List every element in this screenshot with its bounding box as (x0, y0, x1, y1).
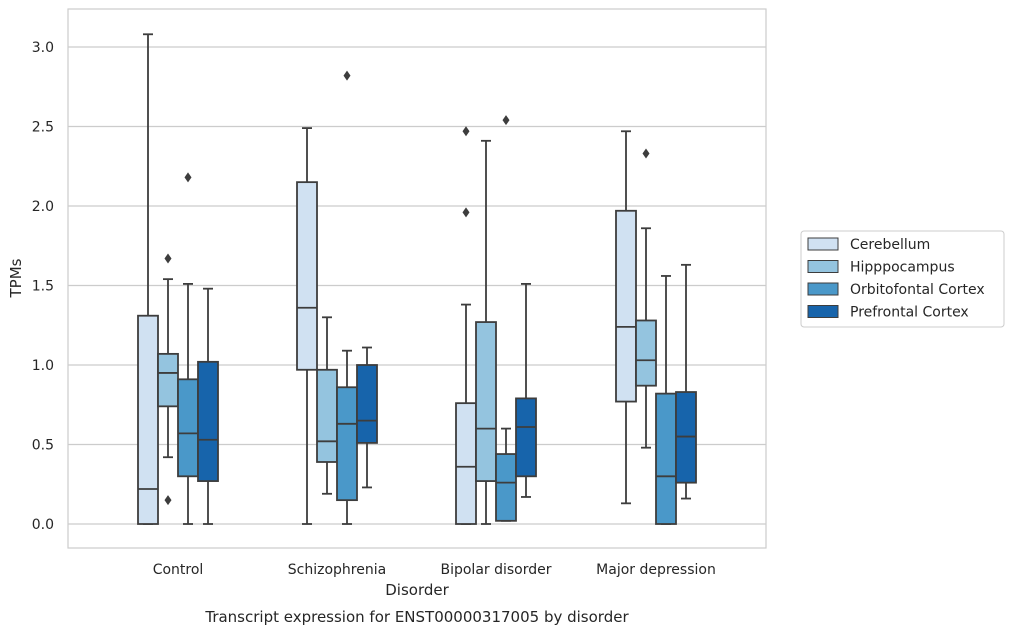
y-tick-labels: 0.0 0.5 1.0 1.5 2.0 2.5 3.0 (32, 40, 54, 533)
box-prefrontal-cortex (356, 346, 378, 489)
box-orbitofontal-cortex (336, 70, 358, 525)
iqr-box (455, 402, 477, 525)
legend-swatch (807, 282, 839, 296)
iqr-box (177, 378, 199, 478)
legend-swatch (807, 305, 839, 318)
iqr-box (316, 368, 338, 463)
y-tick-label: 1.0 (32, 358, 54, 374)
outlier-point (462, 126, 470, 137)
outlier-point (502, 115, 510, 126)
iqr-box (197, 360, 219, 482)
outlier-point (343, 70, 351, 81)
chart-title: Transcript expression for ENST0000031700… (204, 608, 629, 626)
iqr-box (515, 397, 537, 478)
outlier-point (184, 172, 192, 183)
legend: Cerebellum Hipppocampus Orbitofontal Corte… (800, 230, 1005, 328)
box-hipppocampus (316, 316, 338, 495)
x-tick-label: Major depression (596, 562, 716, 578)
y-tick-label: 2.0 (32, 199, 54, 215)
box-cerebellum (455, 126, 477, 525)
legend-label: Hipppocampus (850, 260, 955, 276)
legend-label: Cerebellum (850, 237, 930, 253)
outlier-point (462, 207, 470, 218)
iqr-box (495, 453, 517, 522)
iqr-box (296, 181, 318, 371)
box-orbitofontal-cortex (495, 115, 517, 522)
x-tick-labels: Control Schizophrenia Bipolar disorder Majo… (153, 562, 716, 578)
iqr-box (615, 209, 637, 403)
legend-label: Prefrontal Cortex (850, 305, 969, 321)
box-cerebellum (296, 127, 318, 525)
box-orbitofontal-cortex (177, 172, 199, 525)
iqr-box (137, 314, 159, 525)
x-axis-title: Disorder (385, 581, 449, 599)
x-tick-label: Bipolar disorder (440, 562, 551, 578)
x-tick-label: Control (153, 562, 204, 578)
outlier-point (164, 253, 172, 264)
x-tick-label: Schizophrenia (288, 562, 386, 578)
box-hipppocampus (475, 139, 497, 525)
box-prefrontal-cortex (515, 283, 537, 498)
plot-frame (67, 8, 767, 549)
legend-swatch (807, 237, 839, 251)
outlier-point (164, 495, 172, 506)
iqr-box (336, 386, 358, 502)
box-prefrontal-cortex (675, 263, 697, 500)
y-tick-label: 2.5 (32, 120, 54, 136)
legend-swatch (807, 260, 839, 273)
y-tick-label: 3.0 (32, 40, 54, 56)
box-hipppocampus (157, 253, 179, 506)
box-hipppocampus (635, 148, 657, 449)
iqr-box (157, 352, 179, 408)
iqr-box (356, 364, 378, 444)
box-orbitofontal-cortex (655, 275, 677, 525)
y-tick-label: 1.5 (32, 279, 54, 295)
box-prefrontal-cortex (197, 287, 219, 525)
legend-label: Orbitofontal Cortex (850, 282, 985, 298)
iqr-box (655, 392, 677, 525)
box-groups (137, 33, 697, 525)
outlier-point (642, 148, 650, 159)
box-cerebellum (137, 33, 159, 525)
iqr-box (635, 319, 657, 387)
box-cerebellum (615, 130, 637, 505)
y-axis-title: TPMs (7, 258, 25, 298)
iqr-box (475, 321, 497, 482)
y-tick-label: 0.0 (32, 517, 54, 533)
y-tick-label: 0.5 (32, 438, 54, 454)
legend-frame (800, 230, 1005, 328)
